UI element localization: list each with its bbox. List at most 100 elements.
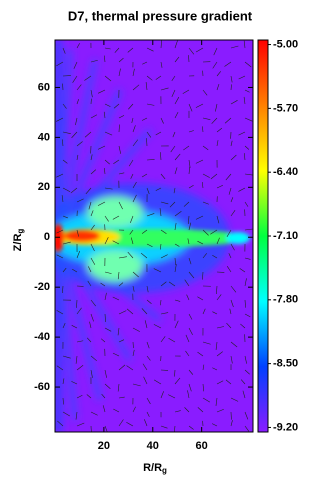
vector-arrow [244,355,247,364]
vector-arrow [132,383,141,387]
vector-arrow [75,117,78,126]
vector-arrow [212,367,218,371]
vector-arrow [228,253,232,259]
vector-arrow [76,395,83,399]
vector-arrow [174,56,180,63]
vector-arrow [197,240,204,245]
vector-arrow [188,369,194,375]
vector-arrow [174,320,179,329]
jet [55,224,250,252]
vector-arrow [202,117,211,120]
vector-arrow [243,153,246,161]
vector-arrow [126,365,134,371]
vector-arrow [132,406,136,413]
vector-arrow [112,215,120,220]
vector-arrow [118,145,121,154]
vector-arrow [188,184,194,189]
vector-arrow [61,139,64,147]
vector-arrow [71,381,78,385]
vector-arrow [160,312,169,315]
vector-arrow [84,131,92,138]
vector-arrow [97,201,106,206]
y-tick-label: 40 [38,131,50,143]
vector-arrow [244,145,250,150]
vector-arrow [187,238,190,245]
vector-arrow [76,340,84,343]
vector-arrow [210,229,218,235]
vector-arrow [174,153,181,161]
vector-arrow [174,299,181,302]
vector-arrow [141,173,148,178]
vector-arrow [101,393,106,399]
vector-arrow [226,266,232,273]
vector-arrow [230,243,235,251]
vector-arrow [230,75,233,83]
vector-arrow [132,349,135,357]
vector-arrow [174,210,182,217]
vector-arrow [244,299,246,308]
vector-arrow [230,100,238,105]
vector-arrow [100,338,106,343]
vector-arrow [146,138,148,147]
vector-arrow [185,334,190,343]
vector-arrow [132,125,136,133]
vector-arrow [118,201,123,210]
vector-arrow [143,376,148,385]
vector-arrow [174,96,180,105]
vector-arrow [174,410,181,413]
vector-arrow [90,169,97,175]
vector-arrow [155,187,162,191]
vector-arrow [62,355,71,359]
y-tick-label: 0 [44,231,50,243]
plot-frame [54,39,254,433]
vector-arrow [90,154,93,161]
vector-arrow [140,252,148,259]
vector-arrow [130,215,134,224]
vector-arrow [202,253,207,259]
vector-arrow [129,229,134,235]
vector-arrow [159,243,162,250]
vector-arrow [174,222,177,231]
x-axis-label: R/Rg [143,462,167,475]
vector-arrow [132,271,139,278]
vector-arrow [238,75,246,80]
y-tick-label: -40 [34,331,50,343]
vector-arrow [86,337,92,343]
vector-arrow [62,322,66,329]
vector-arrow [146,187,150,195]
vector-arrow [132,285,135,292]
vector-arrow [103,111,106,119]
vector-arrow [216,140,219,147]
vector-arrow [174,377,181,385]
vector-arrow [202,271,204,280]
colorbar-tick-label: -9.20 [273,421,298,433]
chart-title: D7, thermal pressure gradient [68,8,253,23]
vector-arrow [185,350,190,357]
vector-arrow [182,89,190,94]
vector-arrow [188,327,193,336]
vector-arrow [216,83,220,91]
vector-arrow [114,47,120,53]
vector-arrow [90,355,97,362]
vector-arrow [169,201,176,208]
vector-arrow [160,336,166,343]
vector-arrow [243,40,246,49]
vector-arrow [127,47,134,53]
vector-arrow [71,268,78,273]
vector-arrow [174,167,178,175]
vector-arrow [168,394,176,399]
vector-arrow [228,187,232,195]
vector-arrow [202,89,208,96]
vector-arrow [160,391,164,399]
y-tick-label: -60 [34,381,50,393]
x-tick-label: 60 [196,440,208,452]
vector-arrow [90,224,95,231]
vector-arrow [104,75,112,82]
vector-arrow [132,181,137,189]
vector-arrow [127,251,134,259]
vector-arrow [117,271,120,280]
vector-arrow [188,55,190,63]
vector-arrow [90,411,98,416]
vector-arrow [225,173,232,181]
vector-arrow [188,257,192,265]
